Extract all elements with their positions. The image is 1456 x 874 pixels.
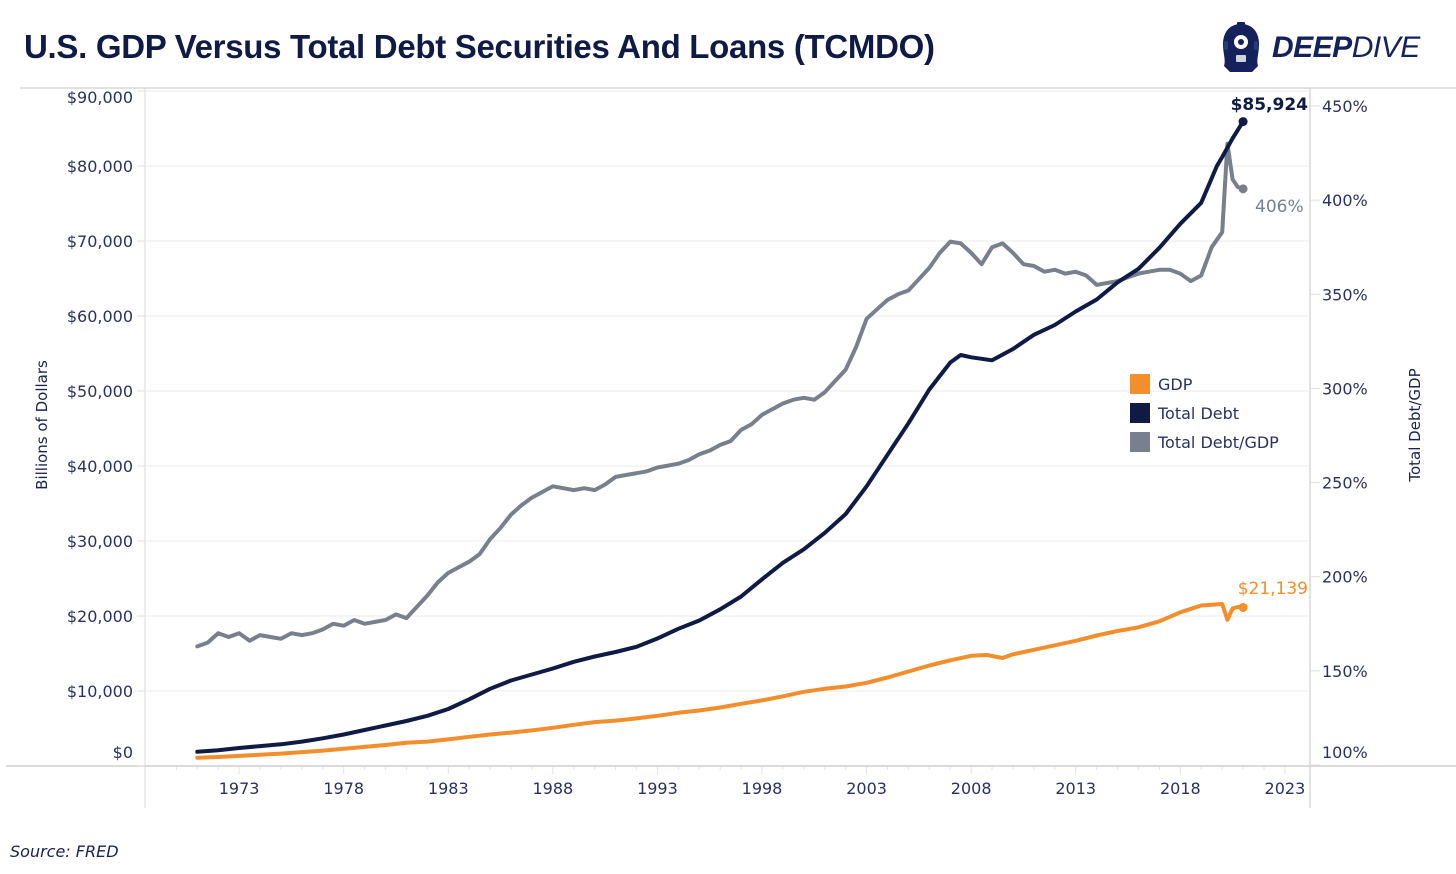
deepdive-logo: DEEPDIVE bbox=[1220, 22, 1420, 74]
right-axis-title: Total Debt/GDP bbox=[1406, 368, 1424, 482]
x-tick-label: 1993 bbox=[637, 779, 678, 798]
y2-tick-label: 100% bbox=[1322, 743, 1368, 762]
logo-bold-text: DEEP bbox=[1272, 31, 1352, 64]
end-marker-gdp bbox=[1238, 602, 1248, 612]
y-tick-label: $80,000 bbox=[67, 157, 133, 176]
y-tick-label: $30,000 bbox=[67, 532, 133, 551]
legend-label: Total Debt bbox=[1157, 404, 1239, 423]
y2-tick-label: 250% bbox=[1322, 474, 1368, 493]
x-tick-label: 1978 bbox=[323, 779, 364, 798]
ratio-last-label: 406% bbox=[1255, 197, 1304, 217]
x-tick-label: 1973 bbox=[219, 779, 260, 798]
source-note: Source: FRED bbox=[10, 842, 119, 861]
legend-label: Total Debt/GDP bbox=[1157, 433, 1279, 452]
logo-wordmark: DEEPDIVE bbox=[1272, 31, 1420, 65]
left-axis-ticks: $0 $10,000 $20,000 $30,000 $40,000 $50,000 $60… bbox=[67, 88, 145, 767]
annotations: $85,924 406% $21,139 bbox=[1231, 95, 1309, 599]
y-tick-label: $70,000 bbox=[67, 232, 133, 251]
logo-thin-text: DIVE bbox=[1351, 31, 1421, 64]
y2-tick-label: 300% bbox=[1322, 379, 1368, 398]
y-tick-label: $90,000 bbox=[67, 88, 133, 107]
x-tick-label: 1983 bbox=[428, 779, 469, 798]
series-line-total-debt-gdp bbox=[195, 141, 1246, 649]
left-axis-title: Billions of Dollars bbox=[33, 360, 51, 490]
legend-swatch bbox=[1130, 403, 1150, 423]
x-tick-label: 1998 bbox=[742, 779, 783, 798]
diving-helmet-icon bbox=[1223, 22, 1259, 72]
gdp-last-label: $21,139 bbox=[1238, 579, 1308, 599]
right-axis-ticks: 100% 150% 200% 250% 300% 350% 400% 450% bbox=[1310, 97, 1368, 766]
y-tick-label: $10,000 bbox=[67, 682, 133, 701]
x-tick-label: 2008 bbox=[951, 779, 992, 798]
x-tick-label: 2013 bbox=[1055, 779, 1096, 798]
legend: GDP Total Debt Total Debt/GDP bbox=[1130, 374, 1279, 452]
y-tick-label: $40,000 bbox=[67, 457, 133, 476]
x-axis-ticks: 1973 1978 1983 1988 1993 1998 2003 2008 2013 2018… bbox=[175, 767, 1306, 798]
y-tick-label: $60,000 bbox=[67, 307, 133, 326]
x-tick-label: 2003 bbox=[846, 779, 887, 798]
legend-label: GDP bbox=[1158, 375, 1193, 394]
y2-tick-label: 200% bbox=[1322, 568, 1368, 587]
y-tick-label: $50,000 bbox=[67, 382, 133, 401]
series-line-total-debt bbox=[195, 119, 1246, 754]
x-tick-label: 2023 bbox=[1265, 779, 1306, 798]
y2-tick-label: 150% bbox=[1322, 662, 1368, 681]
series-line-gdp bbox=[195, 602, 1246, 760]
legend-swatch bbox=[1130, 432, 1150, 452]
x-tick-label: 2018 bbox=[1160, 779, 1201, 798]
y2-tick-label: 450% bbox=[1322, 97, 1368, 116]
series-lines bbox=[195, 117, 1248, 760]
chart-title: U.S. GDP Versus Total Debt Securities An… bbox=[24, 28, 935, 65]
gridlines bbox=[145, 90, 1310, 692]
y2-tick-label: 400% bbox=[1322, 191, 1368, 210]
chart-frame bbox=[6, 87, 1456, 808]
end-marker-total-debt bbox=[1238, 117, 1248, 127]
y-tick-label: $0 bbox=[113, 743, 133, 762]
end-marker-total-debt-gdp bbox=[1238, 184, 1248, 194]
y2-tick-label: 350% bbox=[1322, 285, 1368, 304]
y-tick-label: $20,000 bbox=[67, 607, 133, 626]
total-debt-last-label: $85,924 bbox=[1231, 95, 1309, 115]
x-tick-label: 1988 bbox=[532, 779, 573, 798]
legend-swatch bbox=[1130, 374, 1150, 394]
